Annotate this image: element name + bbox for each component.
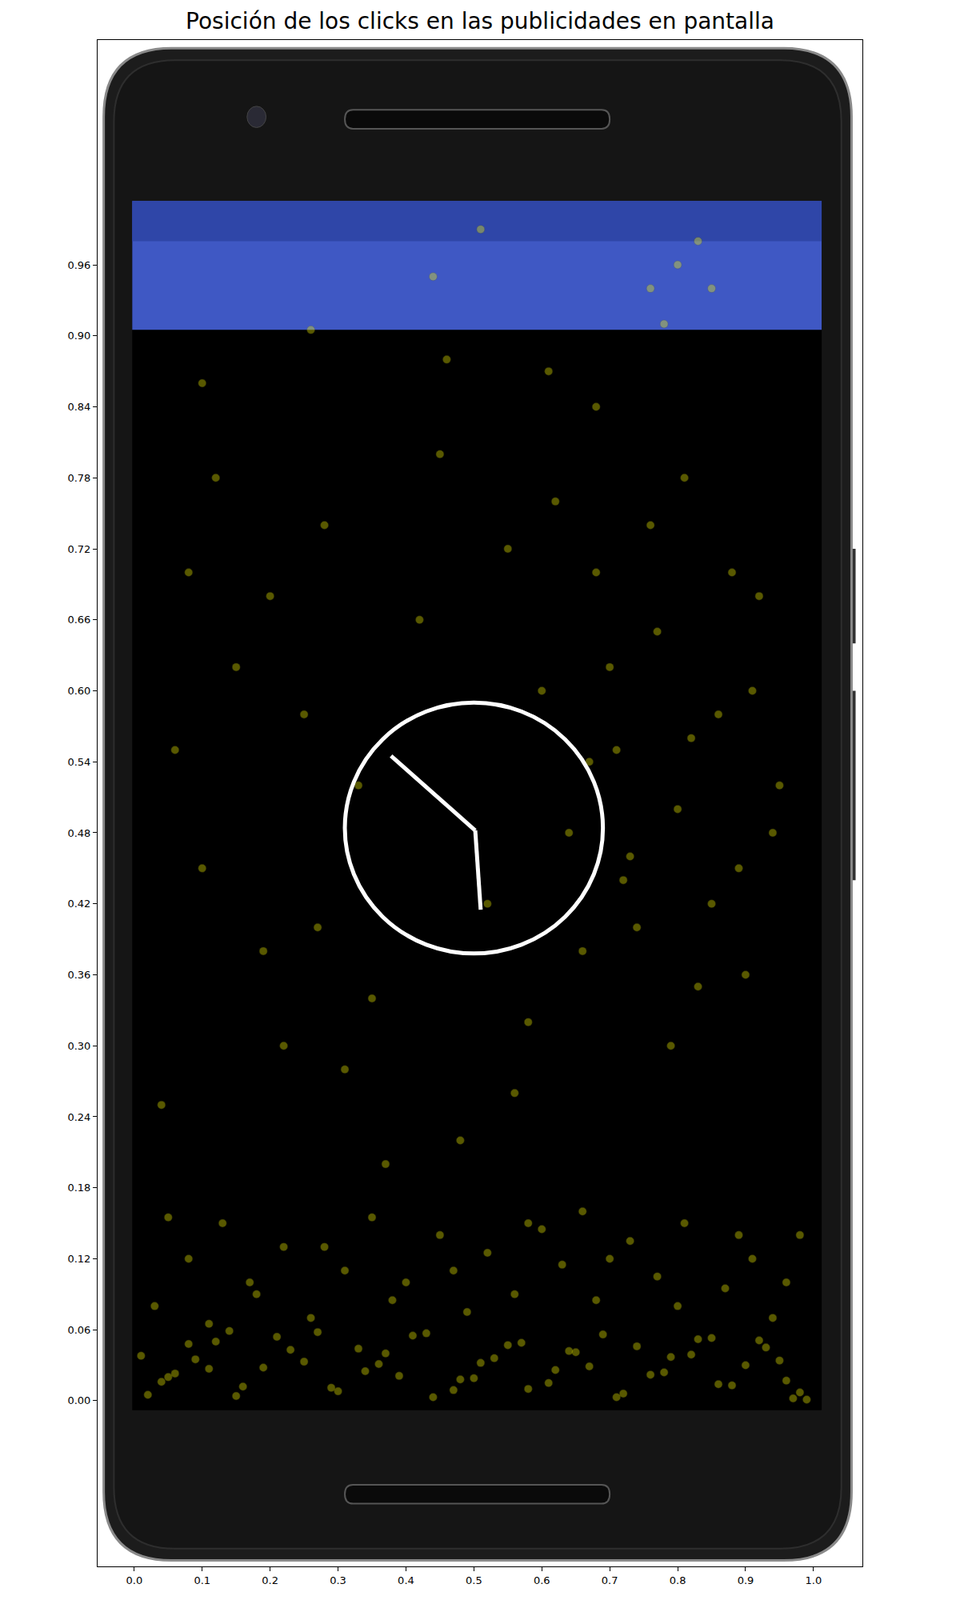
svg-text:0.30: 0.30 [67, 1040, 91, 1052]
svg-text:0.12: 0.12 [67, 1252, 91, 1265]
svg-text:0.9: 0.9 [737, 1574, 755, 1587]
svg-text:0.2: 0.2 [261, 1574, 279, 1587]
svg-text:0.24: 0.24 [67, 1111, 91, 1124]
svg-text:0.54: 0.54 [67, 756, 91, 768]
svg-text:0.42: 0.42 [67, 897, 91, 910]
svg-text:0.6: 0.6 [533, 1574, 551, 1587]
svg-text:0.1: 0.1 [193, 1574, 211, 1587]
svg-text:0.00: 0.00 [67, 1394, 91, 1407]
svg-text:0.06: 0.06 [67, 1324, 91, 1336]
svg-text:Posición de los clicks en las: Posición de los clicks en las publicidad… [185, 8, 775, 35]
svg-text:0.7: 0.7 [601, 1574, 619, 1587]
svg-text:0.8: 0.8 [669, 1574, 687, 1587]
svg-text:0.5: 0.5 [465, 1574, 483, 1587]
svg-text:0.36: 0.36 [67, 968, 91, 981]
svg-text:0.90: 0.90 [67, 329, 91, 342]
svg-text:0.66: 0.66 [67, 613, 91, 626]
svg-text:0.3: 0.3 [329, 1574, 347, 1587]
svg-text:0.78: 0.78 [67, 472, 91, 484]
svg-text:0.72: 0.72 [67, 543, 91, 556]
svg-text:0.4: 0.4 [397, 1574, 415, 1587]
svg-text:0.0: 0.0 [126, 1574, 144, 1587]
svg-text:0.96: 0.96 [67, 259, 91, 272]
svg-text:0.18: 0.18 [67, 1181, 91, 1194]
svg-text:1.0: 1.0 [805, 1574, 823, 1587]
svg-text:0.48: 0.48 [67, 827, 91, 840]
svg-text:0.84: 0.84 [67, 400, 91, 413]
svg-text:0.60: 0.60 [67, 684, 91, 697]
